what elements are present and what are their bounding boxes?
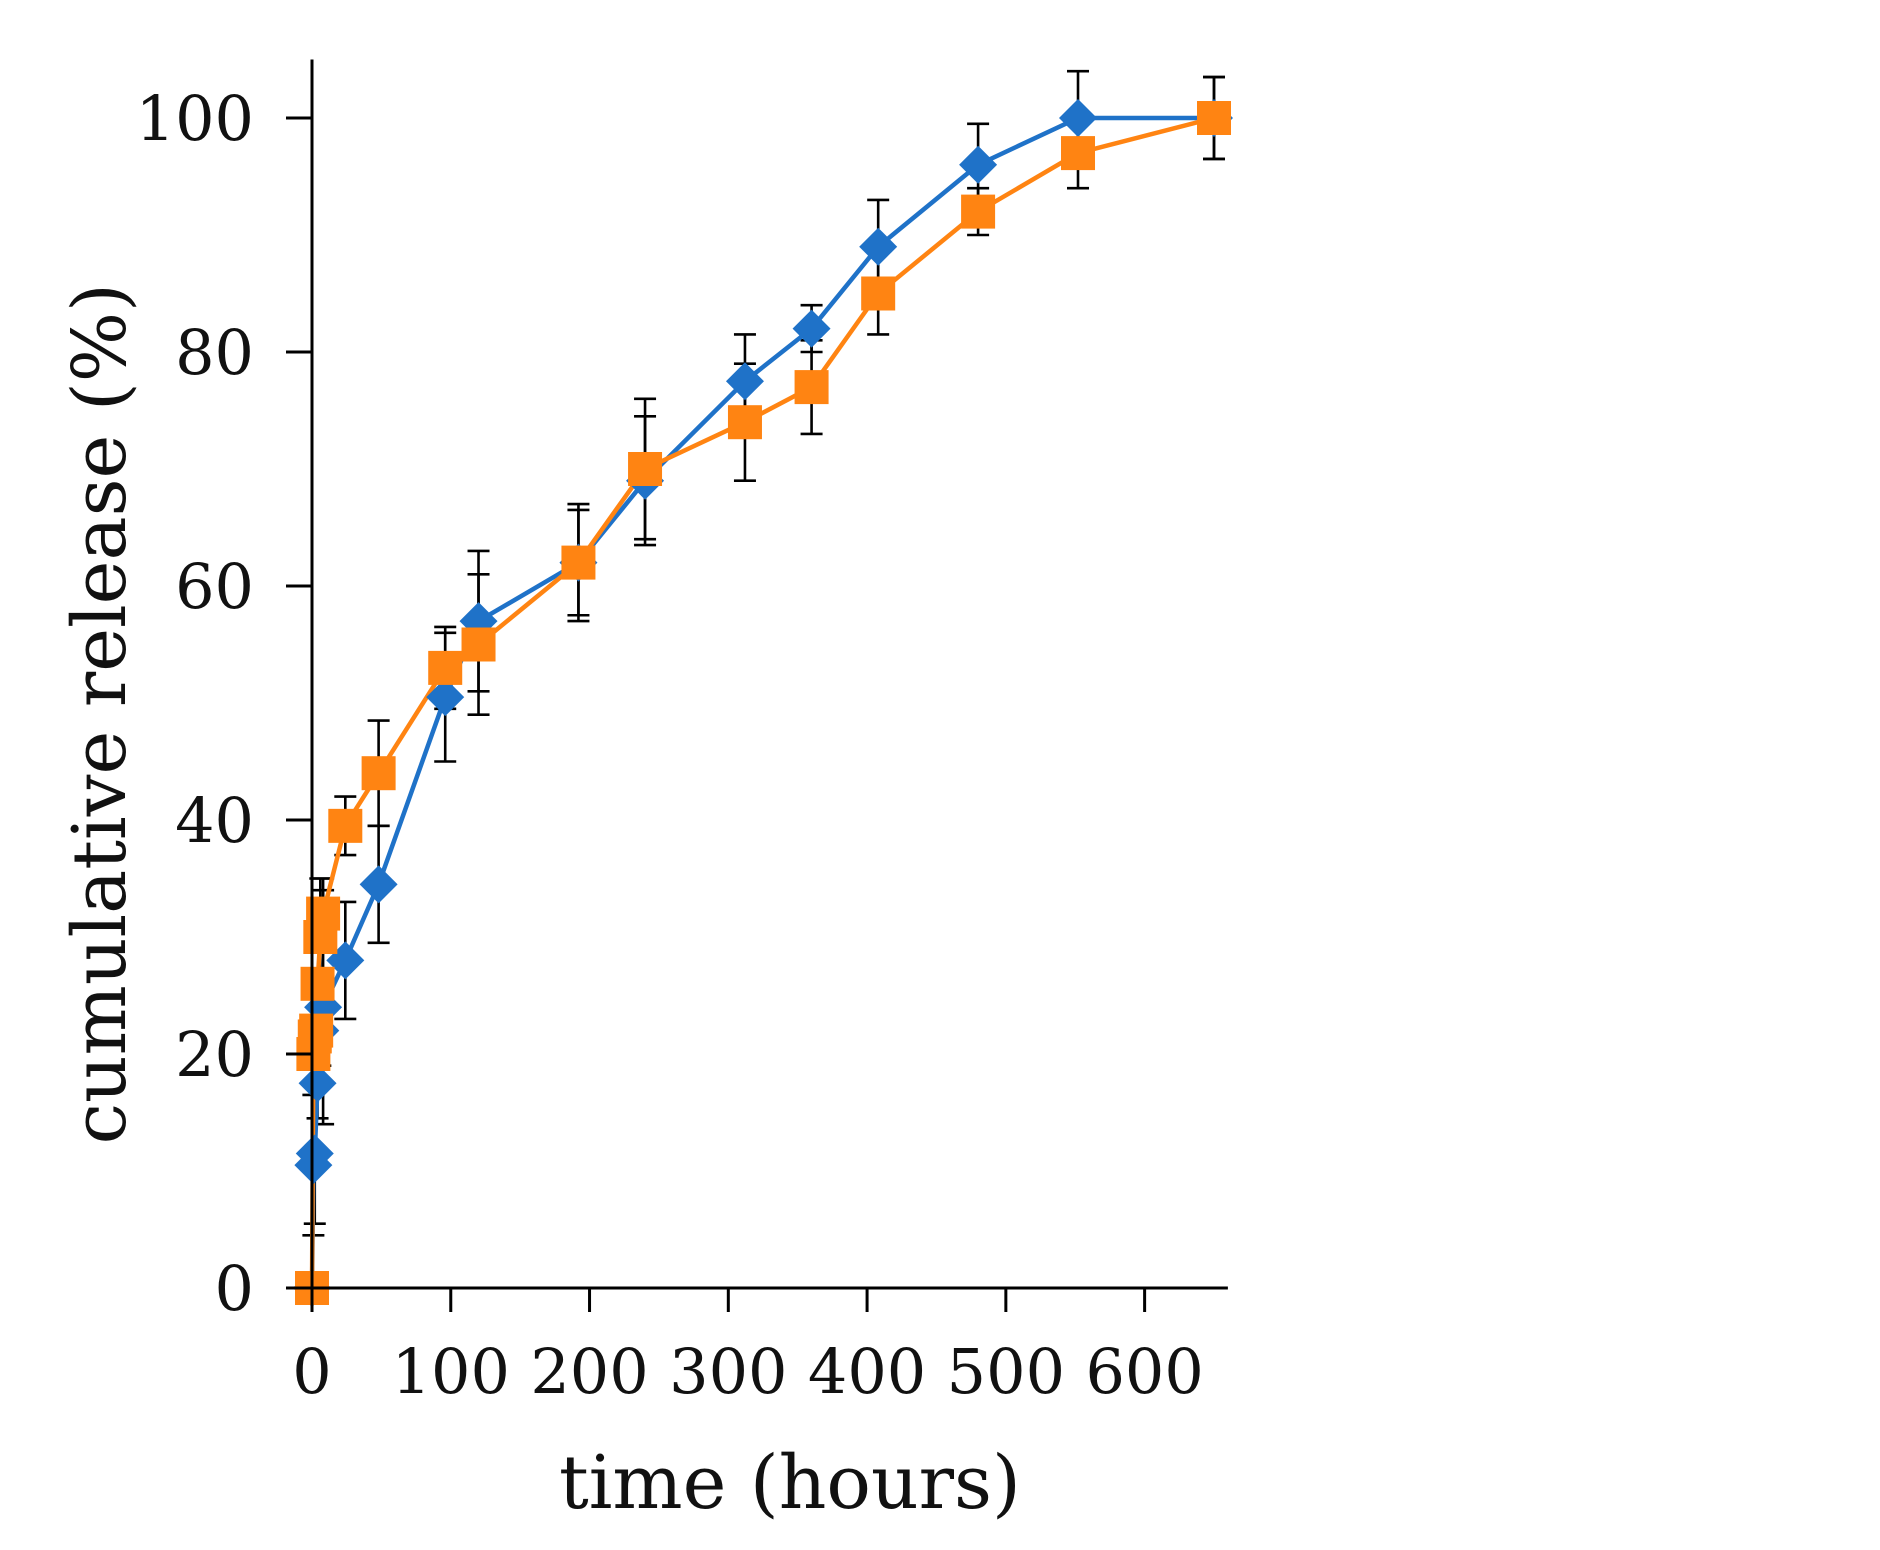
- series-orange-point-10: [461, 627, 496, 662]
- series-orange-point-7: [328, 808, 363, 843]
- x-tick-label-200: 200: [530, 1335, 648, 1408]
- y-tick-label-100: 100: [136, 82, 254, 155]
- series-orange-point-16: [961, 194, 996, 229]
- series-blue-point-8: [426, 678, 465, 717]
- series-orange-point-15: [861, 276, 896, 311]
- series-orange-point-11: [561, 545, 596, 580]
- y-tick-label-20: 20: [175, 1018, 254, 1091]
- x-axis-title: time (hours): [559, 1440, 1021, 1526]
- x-tick-label-600: 600: [1085, 1335, 1203, 1408]
- y-tick-label-60: 60: [175, 550, 254, 623]
- series-blue-point-2: [295, 1134, 334, 1173]
- series-orange-point-3: [299, 1013, 334, 1048]
- series-blue-point-16: [1059, 99, 1098, 137]
- series-blue-point-15: [959, 145, 998, 184]
- series-blue-point-3: [298, 1064, 337, 1103]
- series-blue-point-12: [725, 362, 764, 401]
- y-tick-label-0: 0: [215, 1252, 254, 1325]
- series-blue-point-13: [792, 309, 831, 348]
- x-tick-label-300: 300: [669, 1335, 787, 1408]
- series-orange-point-14: [794, 370, 829, 405]
- series-orange-point-8: [361, 756, 396, 791]
- y-tick-label-80: 80: [175, 316, 254, 389]
- x-tick-label-500: 500: [947, 1335, 1065, 1408]
- series-orange-point-12: [628, 452, 663, 486]
- axis-ticks: 0 100 200 300 400 500 600 0 20 40 60 80 100: [136, 82, 1204, 1408]
- series-orange-point-4: [300, 966, 335, 1001]
- y-tick-label-40: 40: [175, 784, 254, 857]
- series-orange-point-18: [1197, 101, 1232, 135]
- series-orange-point-17: [1061, 136, 1096, 171]
- series-orange-point-9: [428, 650, 463, 685]
- series-orange-point-13: [727, 405, 762, 440]
- series-blue-point-7: [359, 865, 398, 904]
- x-tick-label-400: 400: [808, 1335, 926, 1408]
- series-blue-point-14: [859, 227, 898, 266]
- x-tick-label-100: 100: [392, 1335, 510, 1408]
- y-axis-title: cumulative release (%): [57, 283, 143, 1144]
- series-markers: [293, 99, 1234, 1307]
- axes: [310, 59, 1228, 1290]
- x-tick-label-0: 0: [292, 1335, 331, 1408]
